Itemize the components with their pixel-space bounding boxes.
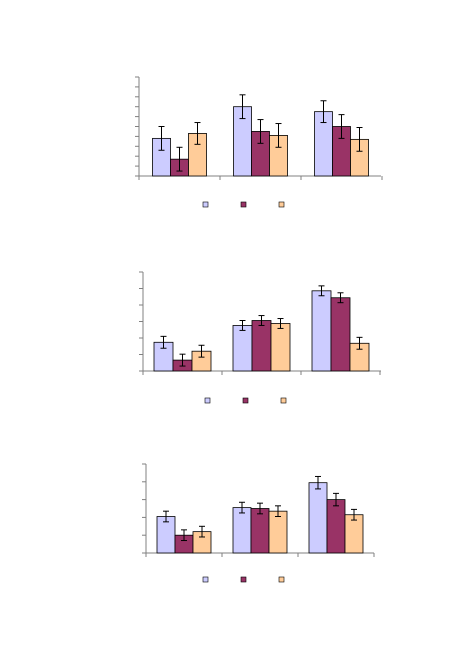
bar bbox=[270, 323, 291, 372]
legend-swatch bbox=[278, 201, 285, 208]
bar bbox=[232, 325, 253, 372]
chart-3 bbox=[142, 463, 375, 583]
legend-swatch bbox=[280, 397, 287, 404]
bar bbox=[232, 507, 252, 554]
bar bbox=[311, 290, 332, 372]
bar bbox=[251, 320, 272, 372]
bar bbox=[330, 297, 351, 372]
bar bbox=[268, 510, 288, 554]
chart-2 bbox=[139, 271, 381, 404]
bar bbox=[308, 482, 328, 554]
legend-swatch bbox=[240, 201, 247, 208]
legend-swatch bbox=[204, 397, 211, 404]
legend-swatch bbox=[202, 576, 209, 583]
legend-swatch bbox=[240, 576, 247, 583]
bar bbox=[250, 508, 270, 554]
legend-swatch bbox=[278, 576, 285, 583]
chart-1 bbox=[135, 76, 383, 208]
bar bbox=[326, 499, 346, 554]
legend-swatch bbox=[242, 397, 249, 404]
legend-swatch bbox=[202, 201, 209, 208]
